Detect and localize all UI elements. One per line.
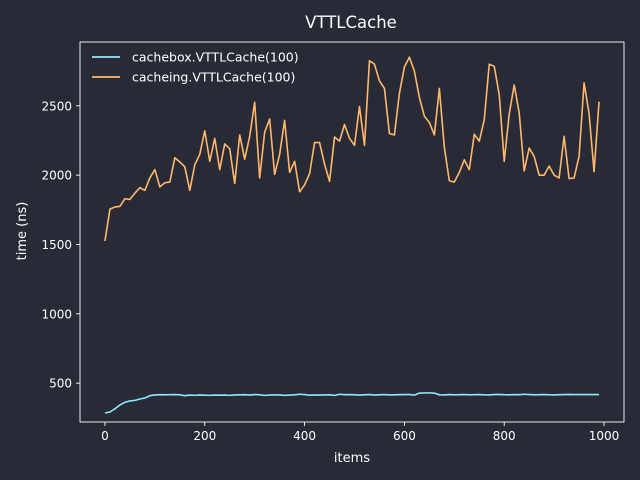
y-tick-label: 1500 <box>41 238 72 252</box>
plot-area <box>104 56 600 414</box>
y-tick-label: 500 <box>49 377 72 391</box>
y-tick-label: 1000 <box>41 307 72 321</box>
x-tick-label: 400 <box>293 429 316 443</box>
x-tick-label: 1000 <box>589 429 620 443</box>
y-tick-label: 2000 <box>41 169 72 183</box>
y-axis-label: time (ns) <box>15 202 30 261</box>
x-tick-label: 200 <box>193 429 216 443</box>
legend-label-cacheing: cacheing.VTTLCache(100) <box>132 70 295 85</box>
legend-label-cachebox: cachebox.VTTLCache(100) <box>132 50 299 65</box>
axes-frame <box>79 41 625 423</box>
y-tick-label: 2500 <box>41 99 72 113</box>
x-tick-label: 600 <box>393 429 416 443</box>
series-line-cachebox <box>104 392 600 414</box>
x-tick-label: 0 <box>101 429 109 443</box>
chart-title: VTTLCache <box>305 13 397 32</box>
axes: 0 200 400 600 800 1000 500 1000 1500 2000 2500 <box>41 41 625 443</box>
x-axis-label: items <box>334 451 370 466</box>
x-tick-label: 800 <box>493 429 516 443</box>
legend: cachebox.VTTLCache(100) cacheing.VTTLCach… <box>92 50 299 85</box>
series-line-cacheing <box>104 56 600 242</box>
